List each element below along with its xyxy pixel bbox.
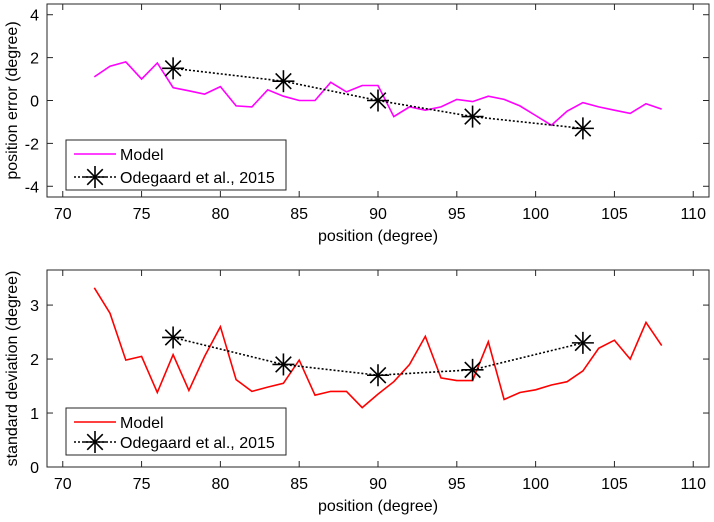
asterisk-stroke bbox=[164, 329, 182, 346]
odegaard-data-point bbox=[461, 358, 484, 381]
legend-model-label: Model bbox=[120, 415, 164, 432]
legend-model-label: Model bbox=[120, 147, 164, 164]
x-tick-label: 95 bbox=[448, 206, 466, 223]
x-tick-label: 105 bbox=[601, 206, 628, 223]
y-tick-label: 1 bbox=[30, 406, 39, 423]
x-axis-label: position (degree) bbox=[318, 498, 438, 515]
standard-deviation-plot: 70 75 80 85 90 95 100 105 110 0 1 2 3 position (degre… bbox=[4, 269, 710, 515]
asterisk-stroke bbox=[86, 168, 104, 186]
asterisk-stroke bbox=[574, 120, 592, 137]
odegaard-data-point bbox=[461, 105, 484, 128]
x-tick-label: 85 bbox=[290, 476, 308, 493]
asterisk-stroke bbox=[275, 356, 292, 373]
legend-odegaard-label: Odegaard et al., 2015 bbox=[120, 170, 275, 187]
legend: Model Odegaard et al., 2015 bbox=[65, 139, 287, 191]
legend-box bbox=[65, 139, 287, 191]
odegaard-data-point bbox=[272, 353, 295, 376]
x-tick-label: 110 bbox=[680, 206, 706, 223]
odegaard-data-point bbox=[162, 57, 185, 80]
odegaard-data-point bbox=[162, 326, 185, 349]
odegaard-data-point bbox=[367, 89, 389, 112]
x-tick-label: 75 bbox=[133, 476, 151, 493]
x-tick-label: 95 bbox=[448, 476, 466, 493]
asterisk-stroke bbox=[369, 92, 387, 109]
odegaard-data-point bbox=[272, 70, 295, 93]
asterisk-stroke bbox=[86, 433, 104, 451]
x-tick-label: 110 bbox=[680, 476, 706, 493]
x-tick-label: 90 bbox=[369, 476, 387, 493]
legend-asterisk-icon bbox=[84, 166, 106, 188]
asterisk-stroke bbox=[574, 334, 592, 352]
x-tick-label: 105 bbox=[601, 476, 628, 493]
position-error-plot: 70 75 80 85 90 95 100 105 110 -4 -2 0 2 4 position (de… bbox=[4, 3, 710, 245]
odegaard-data-point bbox=[367, 364, 389, 387]
asterisk-stroke bbox=[464, 361, 481, 379]
y-tick-label: -4 bbox=[25, 179, 39, 196]
x-tick-label: 70 bbox=[54, 476, 72, 493]
legend: Model Odegaard et al., 2015 bbox=[65, 407, 287, 456]
y-axis-label: standard deviation (degree) bbox=[4, 271, 21, 467]
asterisk-stroke bbox=[369, 366, 387, 384]
legend-asterisk-icon bbox=[84, 431, 106, 453]
y-axis-label: position error (degree) bbox=[4, 21, 21, 179]
y-tick-label: 2 bbox=[30, 352, 39, 369]
x-axis-label: position (degree) bbox=[318, 228, 438, 245]
odegaard-series-line bbox=[173, 67, 583, 130]
x-tick-label: 80 bbox=[211, 206, 229, 223]
asterisk-stroke bbox=[164, 59, 182, 77]
odegaard-data-point bbox=[571, 117, 594, 140]
y-tick-label: 0 bbox=[30, 94, 39, 111]
x-tick-label: 75 bbox=[133, 206, 151, 223]
x-tick-label: 70 bbox=[54, 206, 72, 223]
legend-odegaard-label: Odegaard et al., 2015 bbox=[120, 435, 275, 452]
x-tick-label: 100 bbox=[522, 206, 549, 223]
x-tick-label: 90 bbox=[369, 206, 387, 223]
legend-box bbox=[65, 407, 287, 456]
x-tick-label: 80 bbox=[211, 476, 229, 493]
y-tick-label: 0 bbox=[30, 460, 39, 477]
x-tick-label: 100 bbox=[522, 476, 549, 493]
model-series-line bbox=[93, 287, 663, 409]
asterisk-stroke bbox=[464, 108, 481, 125]
asterisk-stroke bbox=[275, 72, 292, 90]
y-tick-label: 4 bbox=[30, 8, 39, 25]
odegaard-data-point bbox=[571, 331, 594, 354]
y-tick-label: -2 bbox=[25, 136, 39, 153]
model-series-line bbox=[93, 61, 662, 127]
y-tick-label: 2 bbox=[30, 51, 39, 68]
x-tick-label: 85 bbox=[290, 206, 308, 223]
y-tick-label: 3 bbox=[30, 298, 39, 315]
